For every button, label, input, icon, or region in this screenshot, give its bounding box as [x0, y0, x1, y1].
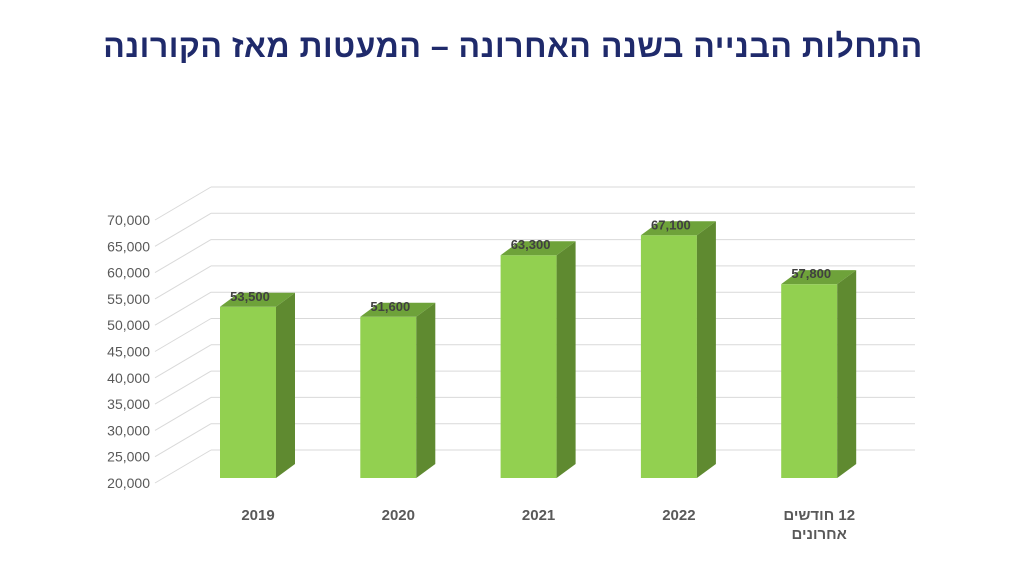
y-tick-label: 65,000 — [107, 238, 150, 254]
gridline-diagonal — [154, 291, 212, 326]
bar-top — [640, 221, 716, 236]
x-tick-label: 2019 — [241, 507, 274, 524]
gridline-diagonal — [154, 396, 212, 431]
x-tick-label: 2022 — [662, 507, 695, 524]
data-label: 63,300 — [511, 237, 551, 252]
bar-front — [781, 284, 838, 478]
y-tick-label: 60,000 — [107, 265, 150, 281]
x-tick-label-line: 2021 — [522, 507, 555, 524]
data-label: 51,600 — [370, 299, 410, 314]
y-tick-label: 55,000 — [107, 291, 150, 307]
bar-side — [837, 270, 857, 478]
bar-top — [360, 302, 436, 317]
gridline-diagonal — [154, 212, 212, 247]
gridline-diagonal — [154, 239, 212, 274]
y-tick-label: 30,000 — [107, 422, 150, 438]
x-tick-label-line: אחרונים — [791, 526, 846, 543]
gridline-diagonal — [154, 344, 212, 379]
bar — [500, 241, 576, 478]
chart-title: התחלות הבנייה בשנה האחרונה – המעטות מאז … — [103, 28, 923, 64]
x-tick-label-line: 2022 — [662, 507, 695, 524]
bar-top — [500, 241, 576, 256]
bar — [640, 221, 716, 478]
bar-side — [696, 221, 716, 478]
gridline-diagonal — [154, 370, 212, 405]
y-tick-label: 40,000 — [107, 370, 150, 386]
bar — [360, 302, 436, 478]
gridline-diagonal — [154, 449, 212, 484]
y-tick-label: 70,000 — [107, 212, 150, 228]
y-tick-label: 20,000 — [107, 475, 150, 491]
x-tick-label: 12 חודשים אחרונים — [783, 507, 855, 543]
gridline-diagonal — [154, 423, 212, 458]
bar-top — [781, 270, 857, 285]
data-label: 57,800 — [791, 266, 831, 281]
bar-side — [276, 292, 295, 478]
gridline-diagonal — [154, 318, 212, 352]
gridline-diagonal — [154, 265, 212, 300]
x-tick-label: 2020 — [382, 507, 415, 524]
x-tick-label-line: 2020 — [382, 507, 415, 524]
x-tick-label-line: 2019 — [241, 507, 274, 524]
bar-front — [500, 255, 557, 478]
bar-top — [220, 292, 295, 307]
gridline-diagonal — [154, 186, 212, 221]
bar-side — [416, 302, 436, 478]
bar-front — [360, 316, 417, 478]
bar-front — [640, 235, 697, 478]
y-axis-ticks: 20,000 25,000 30,000 35,000 40,000 45,000 50,0… — [107, 212, 150, 491]
bar — [781, 270, 857, 478]
data-label: 53,500 — [230, 289, 270, 304]
bar — [220, 292, 295, 478]
y-tick-label: 45,000 — [107, 344, 150, 360]
bar-side — [556, 241, 576, 478]
data-labels: 53,500 51,600 63,300 67,100 57,800 — [230, 217, 831, 314]
y-tick-label: 25,000 — [107, 449, 150, 465]
y-tick-label: 50,000 — [107, 317, 150, 333]
x-tick-label: 2021 — [522, 507, 555, 524]
y-tick-label: 35,000 — [107, 396, 150, 412]
x-axis-labels: 2019 2020 2021 2022 12 חודשים אחרונים — [241, 507, 855, 543]
bar-front — [220, 306, 276, 478]
data-label: 67,100 — [651, 217, 691, 232]
bars — [220, 221, 857, 478]
x-tick-label-line: 12 חודשים — [783, 507, 855, 524]
